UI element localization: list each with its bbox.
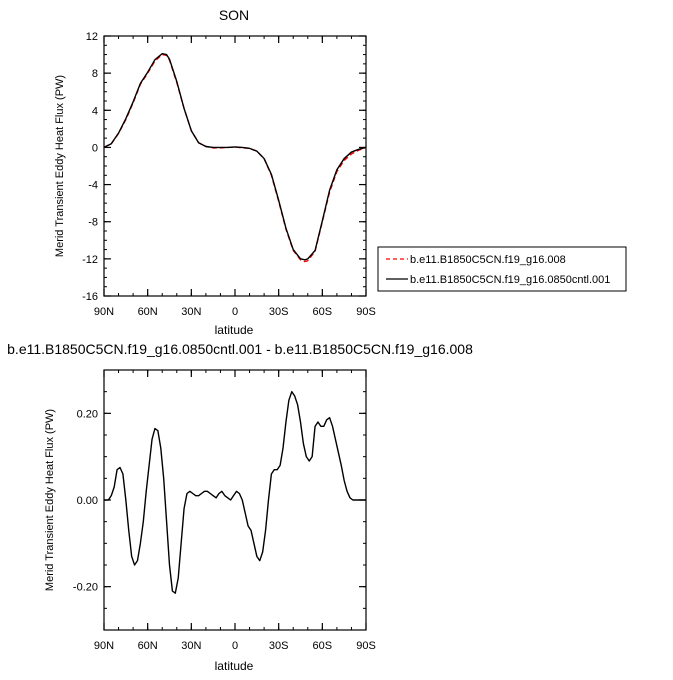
- y-tick-label: 0: [92, 142, 98, 154]
- x-tick-label: 90N: [94, 640, 114, 652]
- y-tick-label: 4: [92, 105, 98, 117]
- x-tick-label: 30N: [181, 640, 201, 652]
- y-tick-label: 12: [86, 31, 98, 43]
- top-series-lines: [103, 52, 367, 263]
- bottom-plot-frame: [103, 369, 367, 631]
- x-tick-label: 60S: [313, 640, 333, 652]
- x-tick-label: 90N: [94, 306, 114, 318]
- x-tick-label: 60S: [313, 306, 333, 318]
- x-tick-label: 30S: [269, 306, 289, 318]
- top-y-axis: 12 8 4 0 -4 -8 -12 -16: [82, 31, 366, 303]
- y-tick-label: 0.00: [77, 495, 98, 507]
- top-x-axis: 90N 60N 30N 0 30S 60S 90S: [94, 36, 376, 318]
- top-x-axis-label: latitude: [215, 323, 254, 337]
- top-plot-frame: [103, 35, 367, 297]
- x-tick-label: 30S: [269, 640, 289, 652]
- bottom-y-axis-label: Merid Transient Eddy Heat Flux (PW): [44, 409, 56, 591]
- y-tick-label: -12: [82, 254, 98, 266]
- x-tick-label: 0: [232, 306, 238, 318]
- legend-label-series-1: b.e11.B1850C5CN.f19_g16.008: [410, 254, 566, 266]
- series-line-1: [103, 53, 367, 263]
- series-line-2: [103, 52, 367, 261]
- bottom-series-lines: [104, 390, 366, 594]
- bottom-x-axis-label: latitude: [215, 659, 254, 673]
- legend: b.e11.B1850C5CN.f19_g16.008 b.e11.B1850C…: [377, 246, 627, 292]
- legend-box: [377, 246, 627, 292]
- top-y-axis-label: Merid Transient Eddy Heat Flux (PW): [54, 75, 66, 257]
- y-tick-label: -16: [82, 291, 98, 303]
- x-tick-label: 60N: [138, 306, 158, 318]
- x-tick-label: 90S: [356, 306, 376, 318]
- top-chart-title: SON: [219, 7, 249, 23]
- y-tick-label: -4: [88, 180, 98, 192]
- bottom-chart-title: b.e11.B1850C5CN.f19_g16.0850cntl.001 - b…: [7, 341, 473, 357]
- x-tick-label: 30N: [181, 306, 201, 318]
- x-tick-label: 60N: [138, 640, 158, 652]
- y-tick-label: 8: [92, 68, 98, 80]
- y-tick-label: 0.20: [77, 408, 98, 420]
- x-tick-label: 90S: [356, 640, 376, 652]
- bottom-x-axis: 90N 60N 30N 0 30S 60S 90S: [94, 370, 376, 652]
- x-tick-label: 0: [232, 640, 238, 652]
- y-tick-label: -0.20: [73, 582, 98, 594]
- bottom-panel: b.e11.B1850C5CN.f19_g16.0850cntl.001 - b…: [7, 341, 473, 673]
- series-line-1: [104, 390, 366, 594]
- legend-label-series-2: b.e11.B1850C5CN.f19_g16.0850cntl.001: [410, 274, 610, 286]
- bottom-y-axis: 0.20 0.00 -0.20: [73, 369, 366, 631]
- y-tick-label: -8: [88, 217, 98, 229]
